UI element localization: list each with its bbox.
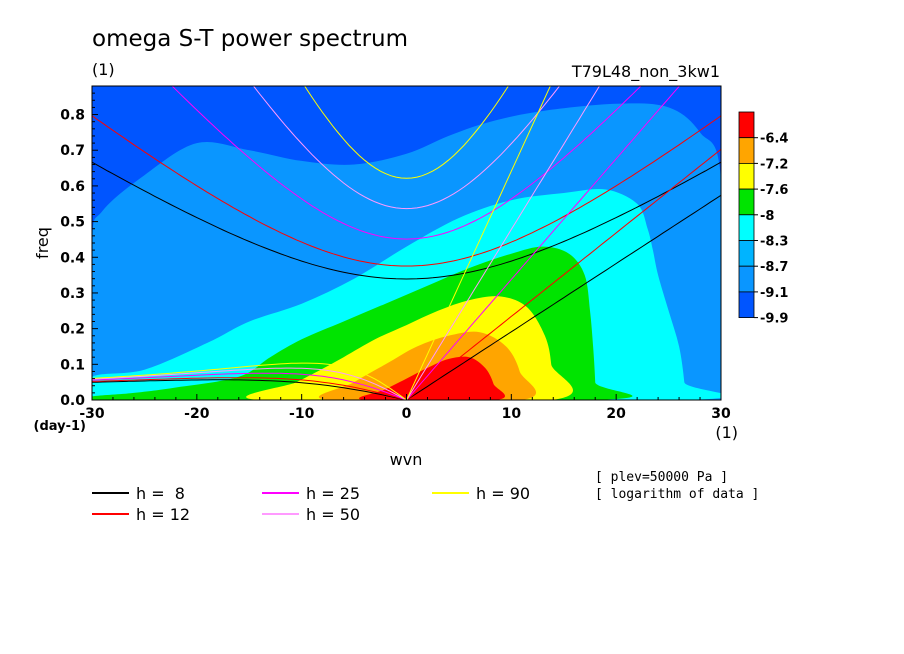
contour-region	[359, 356, 505, 400]
kelvin-curve	[406, 148, 721, 400]
kelvin-curve	[406, 86, 681, 400]
legend-label: h = 8	[136, 484, 185, 503]
colorbar: -6.4 -7.2 -7.6 -8 -8.3 -8.7 -9.1 -9.9	[738, 111, 788, 327]
y-tick-label: 0.7	[60, 143, 85, 159]
x-axis-ticks: -30 -20 -10 0 10 20 30	[79, 394, 731, 422]
annotation-plev: [ plev=50000 Pa ]	[595, 470, 728, 485]
kelvin-curve	[406, 194, 721, 400]
annotation-log: [ logarithm of data ]	[595, 487, 759, 502]
y-tick-label: 0.0	[60, 393, 85, 409]
chart-subtitle-left: (1)	[92, 60, 115, 79]
y-tick-label: 0.1	[60, 357, 85, 373]
chart-title: omega S-T power spectrum	[92, 26, 408, 52]
x-axis-unit: (1)	[715, 423, 738, 442]
inertia-gravity-curve	[252, 86, 561, 210]
x-axis-label: wvn	[390, 450, 423, 469]
colorbar-label: -8	[760, 209, 774, 224]
legend-label: h = 90	[476, 484, 530, 503]
rossby-curve	[92, 372, 407, 400]
colorbar-swatch	[738, 291, 755, 318]
colorbar-swatch	[738, 137, 755, 164]
colorbar-label: -9.9	[760, 312, 788, 327]
x-tick-label: 30	[711, 406, 731, 422]
colorbar-label: -7.2	[760, 157, 788, 172]
colorbar-swatch	[738, 162, 755, 190]
legend-label: h = 12	[136, 505, 190, 524]
colorbar-label: -8.7	[760, 260, 788, 275]
y-tick-label: 0.2	[60, 322, 85, 338]
kelvin-curve	[406, 86, 551, 400]
legend-label: h = 25	[306, 484, 360, 503]
colorbar-label: -8.3	[760, 235, 788, 250]
x-tick-label: 10	[502, 406, 522, 422]
colorbar-swatch	[738, 188, 755, 216]
y-tick-label: 0.4	[60, 250, 85, 266]
x-tick-label: -30	[79, 406, 105, 422]
colorbar-label: -6.4	[760, 132, 788, 147]
inertia-gravity-curve	[92, 161, 721, 280]
rossby-curve	[92, 377, 407, 400]
plot-area	[92, 86, 721, 400]
rossby-curve	[92, 362, 407, 400]
colorbar-label: -9.1	[760, 286, 788, 301]
y-tick-label: 0.6	[60, 179, 85, 195]
y-axis-label: freq	[33, 227, 52, 259]
inertia-gravity-curve	[304, 86, 509, 179]
inertia-gravity-curve	[171, 86, 642, 240]
x-tick-label: -20	[184, 406, 210, 422]
chart-subtitle-right: T79L48_non_3kw1	[571, 62, 720, 82]
colorbar-label: -7.6	[760, 183, 788, 198]
x-tick-label: 0	[402, 406, 412, 422]
y-axis-unit: (day-1)	[34, 419, 86, 434]
colorbar-swatch	[738, 265, 755, 293]
colorbar-swatch	[738, 214, 755, 241]
y-tick-label: 0.3	[60, 286, 85, 302]
y-tick-label: 0.5	[60, 215, 85, 231]
legend-label: h = 50	[306, 505, 360, 524]
legend: h = 8 h = 12 h = 25 h = 50 h = 90	[92, 484, 530, 524]
rossby-curve	[92, 367, 407, 400]
dispersion-curves	[92, 86, 721, 400]
inertia-gravity-curve	[92, 115, 721, 267]
x-tick-label: -10	[289, 406, 315, 422]
rossby-curve	[92, 379, 407, 400]
y-axis-ticks: 0.0 0.1 0.2 0.3 0.4 0.5 0.6 0.7 0.8	[60, 92, 98, 409]
colorbar-swatch	[738, 111, 755, 139]
colorbar-swatch	[738, 240, 755, 267]
x-tick-label: 20	[606, 406, 626, 422]
kelvin-curve	[406, 86, 601, 400]
y-tick-label: 0.8	[60, 108, 85, 124]
